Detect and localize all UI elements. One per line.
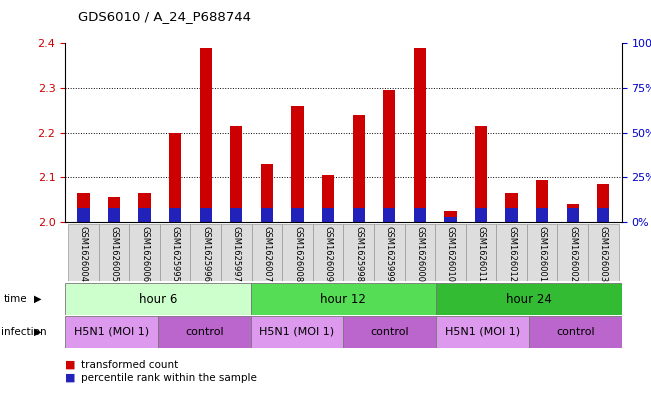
Text: GSM1626007: GSM1626007: [262, 226, 271, 282]
Text: ■: ■: [65, 360, 76, 370]
Bar: [65, 316, 158, 348]
Text: GSM1626009: GSM1626009: [324, 226, 333, 282]
Bar: [465, 224, 496, 281]
Bar: [435, 224, 465, 281]
Bar: [191, 224, 221, 281]
Text: GSM1626000: GSM1626000: [415, 226, 424, 282]
Text: ■: ■: [65, 373, 76, 383]
Bar: [383, 208, 395, 222]
Bar: [566, 204, 579, 222]
Bar: [353, 208, 365, 222]
Bar: [374, 224, 404, 281]
Text: GSM1625998: GSM1625998: [354, 226, 363, 282]
Text: ▶: ▶: [34, 327, 42, 337]
Text: GSM1626012: GSM1626012: [507, 226, 516, 282]
Bar: [475, 208, 487, 222]
Text: GSM1626006: GSM1626006: [140, 226, 149, 282]
Bar: [292, 208, 303, 222]
Bar: [139, 193, 151, 222]
Text: hour 12: hour 12: [320, 292, 367, 306]
Bar: [68, 224, 99, 281]
Text: H5N1 (MOI 1): H5N1 (MOI 1): [260, 327, 335, 337]
Bar: [588, 224, 618, 281]
Text: time: time: [3, 294, 27, 304]
Bar: [353, 115, 365, 222]
Bar: [108, 197, 120, 222]
Text: H5N1 (MOI 1): H5N1 (MOI 1): [74, 327, 149, 337]
Bar: [322, 208, 334, 222]
Text: percentile rank within the sample: percentile rank within the sample: [81, 373, 257, 383]
Bar: [436, 316, 529, 348]
Bar: [230, 126, 242, 222]
Bar: [169, 208, 182, 222]
Bar: [496, 224, 527, 281]
Bar: [230, 208, 242, 222]
Bar: [597, 208, 609, 222]
Bar: [108, 208, 120, 222]
Bar: [414, 48, 426, 222]
Bar: [130, 224, 160, 281]
Bar: [313, 224, 343, 281]
Text: control: control: [370, 327, 409, 337]
Bar: [557, 224, 588, 281]
Bar: [77, 208, 90, 222]
Text: GSM1626005: GSM1626005: [109, 226, 118, 282]
Bar: [139, 208, 151, 222]
Text: infection: infection: [1, 327, 46, 337]
Bar: [436, 283, 622, 315]
Bar: [343, 224, 374, 281]
Bar: [536, 208, 548, 222]
Bar: [536, 180, 548, 222]
Bar: [566, 208, 579, 222]
Bar: [261, 208, 273, 222]
Bar: [597, 184, 609, 222]
Bar: [221, 224, 252, 281]
Bar: [99, 224, 130, 281]
Text: GSM1626010: GSM1626010: [446, 226, 455, 282]
Text: GSM1626011: GSM1626011: [477, 226, 486, 282]
Bar: [414, 208, 426, 222]
Text: GSM1625995: GSM1625995: [171, 226, 180, 282]
Bar: [322, 175, 334, 222]
Bar: [527, 224, 557, 281]
Text: transformed count: transformed count: [81, 360, 178, 370]
Bar: [251, 283, 436, 315]
Bar: [200, 208, 212, 222]
Bar: [252, 224, 283, 281]
Text: GSM1626002: GSM1626002: [568, 226, 577, 282]
Text: H5N1 (MOI 1): H5N1 (MOI 1): [445, 327, 520, 337]
Text: control: control: [556, 327, 594, 337]
Bar: [283, 224, 313, 281]
Text: GSM1626001: GSM1626001: [538, 226, 547, 282]
Bar: [160, 224, 191, 281]
Text: hour 6: hour 6: [139, 292, 177, 306]
Bar: [445, 217, 456, 222]
Bar: [505, 193, 518, 222]
Text: GSM1625997: GSM1625997: [232, 226, 241, 282]
Bar: [261, 164, 273, 222]
Text: GSM1626003: GSM1626003: [599, 226, 608, 282]
Bar: [65, 283, 251, 315]
Bar: [404, 224, 435, 281]
Bar: [383, 90, 395, 222]
Text: GDS6010 / A_24_P688744: GDS6010 / A_24_P688744: [78, 10, 251, 23]
Bar: [251, 316, 344, 348]
Text: control: control: [185, 327, 223, 337]
Text: GSM1625999: GSM1625999: [385, 226, 394, 282]
Bar: [505, 208, 518, 222]
Text: hour 24: hour 24: [506, 292, 552, 306]
Bar: [169, 132, 182, 222]
Bar: [445, 211, 456, 222]
Bar: [158, 316, 251, 348]
Text: GSM1626004: GSM1626004: [79, 226, 88, 282]
Bar: [77, 193, 90, 222]
Bar: [529, 316, 622, 348]
Bar: [200, 48, 212, 222]
Text: GSM1625996: GSM1625996: [201, 226, 210, 282]
Text: ▶: ▶: [34, 294, 42, 304]
Text: GSM1626008: GSM1626008: [293, 226, 302, 282]
Bar: [475, 126, 487, 222]
Bar: [292, 106, 303, 222]
Bar: [344, 316, 436, 348]
